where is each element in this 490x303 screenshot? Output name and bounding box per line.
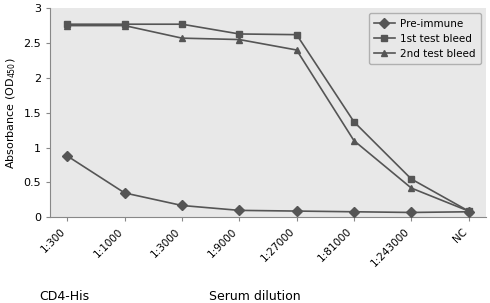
2nd test bleed [64,24,70,27]
Pre-immune [64,154,70,158]
Line: 1st test bleed: 1st test bleed [64,21,472,215]
2nd test bleed [122,24,127,27]
Y-axis label: Absorbance (OD$_{450}$): Absorbance (OD$_{450}$) [4,57,18,168]
1st test bleed [122,22,127,26]
1st test bleed [236,32,242,36]
Pre-immune [236,208,242,212]
1st test bleed [294,33,299,36]
Pre-immune [122,191,127,195]
Pre-immune [466,210,471,214]
2nd test bleed [179,36,185,40]
2nd test bleed [294,48,299,52]
1st test bleed [64,22,70,26]
1st test bleed [351,120,357,124]
Pre-immune [294,209,299,213]
Line: Pre-immune: Pre-immune [64,152,472,216]
Legend: Pre-immune, 1st test bleed, 2nd test bleed: Pre-immune, 1st test bleed, 2nd test ble… [368,13,481,64]
Pre-immune [408,211,414,214]
Line: 2nd test bleed: 2nd test bleed [64,22,472,215]
Pre-immune [179,204,185,207]
1st test bleed [466,209,471,213]
Text: CD4-His: CD4-His [39,290,89,303]
2nd test bleed [351,139,357,142]
1st test bleed [408,177,414,181]
Text: Serum dilution: Serum dilution [209,290,300,303]
1st test bleed [179,22,185,26]
2nd test bleed [408,186,414,190]
2nd test bleed [236,38,242,42]
2nd test bleed [466,209,471,213]
Pre-immune [351,210,357,214]
